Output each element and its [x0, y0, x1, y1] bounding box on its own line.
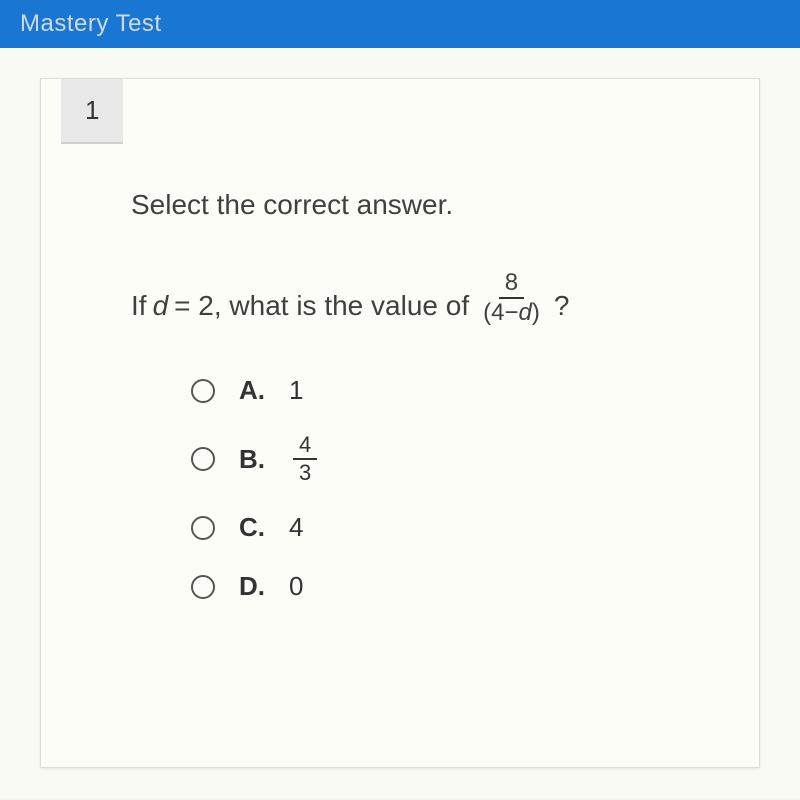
option-letter: C. [239, 512, 289, 543]
option-letter: A. [239, 375, 289, 406]
option-letter: B. [239, 444, 289, 475]
q-equals: = 2, what is the value of [174, 286, 469, 325]
content-area: 1 Select the correct answer. If d = 2, w… [0, 48, 800, 798]
radio-icon [191, 575, 215, 599]
option-value: 1 [289, 375, 303, 406]
question-text: If d = 2, what is the value of 8 (4−d) ? [131, 271, 709, 325]
question-fraction: 8 (4−d) [479, 271, 544, 325]
option-fraction: 4 3 [293, 434, 317, 484]
option-value: 0 [289, 571, 303, 602]
option-value: 4 3 [289, 434, 321, 484]
fraction-numerator: 4 [293, 434, 317, 460]
radio-icon [191, 516, 215, 540]
q-prefix: If [131, 286, 147, 325]
q-variable: d [153, 286, 169, 325]
option-d[interactable]: D. 0 [191, 571, 709, 602]
header-bar: Mastery Test [0, 0, 800, 48]
fraction-numerator: 8 [499, 271, 524, 299]
radio-icon [191, 447, 215, 471]
question-number: 1 [85, 95, 99, 125]
option-b[interactable]: B. 4 3 [191, 434, 709, 484]
instruction-text: Select the correct answer. [131, 189, 709, 221]
q-suffix: ? [554, 286, 570, 325]
radio-icon [191, 379, 215, 403]
option-value: 4 [289, 512, 303, 543]
options-list: A. 1 B. 4 3 C. 4 [131, 375, 709, 602]
option-c[interactable]: C. 4 [191, 512, 709, 543]
question-number-tab[interactable]: 1 [61, 79, 123, 144]
option-a[interactable]: A. 1 [191, 375, 709, 406]
option-letter: D. [239, 571, 289, 602]
question-panel: 1 Select the correct answer. If d = 2, w… [40, 78, 760, 768]
header-title: Mastery Test [20, 10, 162, 37]
fraction-denominator: (4−d) [479, 299, 544, 325]
fraction-denominator: 3 [295, 460, 315, 484]
question-body: Select the correct answer. If d = 2, wha… [41, 79, 759, 670]
